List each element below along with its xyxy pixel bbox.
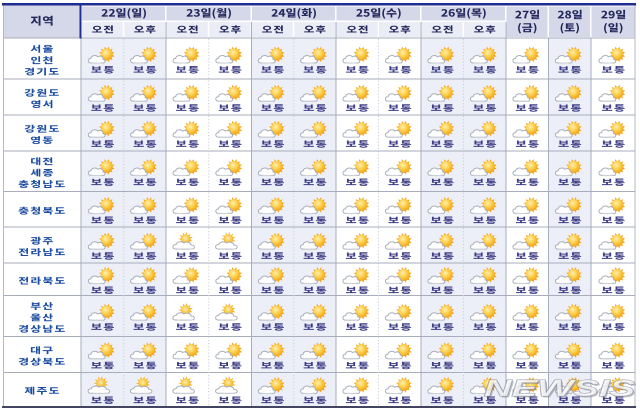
svg-text:NEWSIS: NEWSIS — [486, 376, 638, 402]
svg-text:NEWSIS: NEWSIS — [484, 375, 636, 401]
